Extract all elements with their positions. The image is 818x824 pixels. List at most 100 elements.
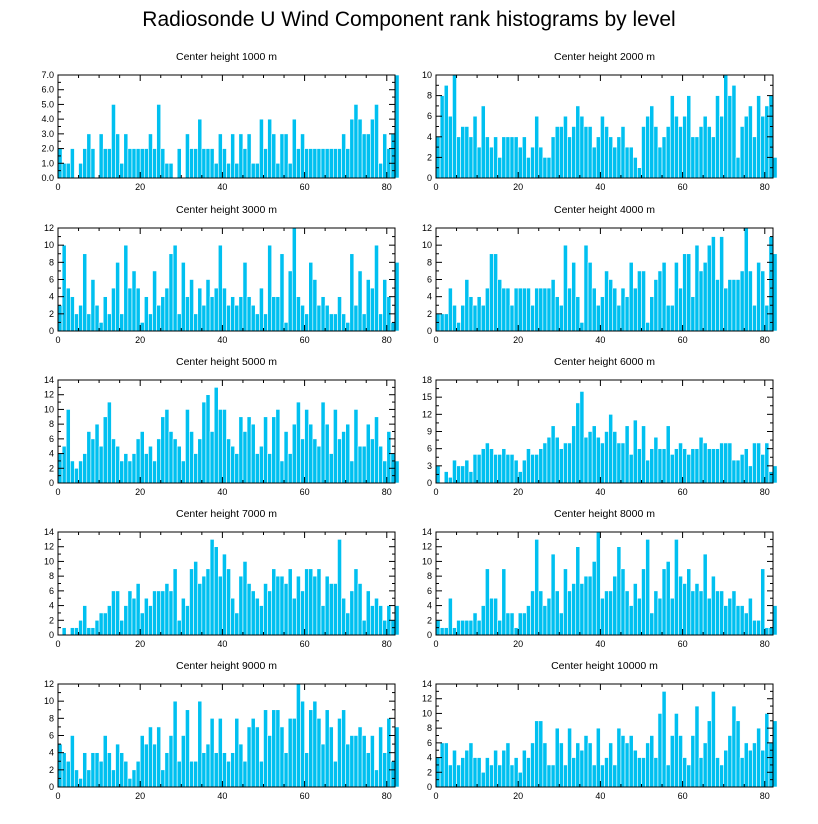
panel-4-bar <box>480 304 486 332</box>
panel-8-bar <box>628 605 634 636</box>
panel-4-bar <box>534 287 540 332</box>
panel-3-y-tick-label: 10 <box>44 240 54 250</box>
panel-4-bar <box>517 287 523 332</box>
panel-9-bar <box>394 726 400 788</box>
panel-7-bar <box>345 612 351 636</box>
panel-8-bar <box>608 590 614 636</box>
panel-10-bar <box>600 764 605 788</box>
panel-2-x-tick-label: 40 <box>595 182 605 192</box>
panel-3-bar <box>98 322 104 332</box>
panel-3-bar <box>300 304 305 332</box>
panel-3-bar <box>345 322 351 332</box>
panel-7-bar <box>152 590 157 636</box>
panel-8-y-tick-label: 14 <box>422 527 432 537</box>
panel-5-bar <box>267 453 273 484</box>
panel-10-bar <box>661 691 667 788</box>
panel-4-bar <box>669 304 675 332</box>
panel-3-bar <box>263 313 268 332</box>
panel-9-bar <box>201 752 207 788</box>
panel-5-x-tick-label: 20 <box>135 487 145 497</box>
panel-6-y-tick-label: 6 <box>427 444 432 454</box>
panel-2-bar <box>575 105 581 179</box>
panel-6-bar <box>743 448 749 484</box>
panel-1-bar <box>197 118 203 179</box>
panel-9-bar <box>213 752 219 788</box>
panel-9-bar <box>127 778 133 788</box>
panel-5-bar <box>345 423 351 484</box>
panel-7-bar <box>291 597 297 636</box>
panel-5-bar <box>123 453 129 484</box>
panel-10-x-tick-label: 40 <box>595 791 605 801</box>
panel-1-bar <box>213 162 219 179</box>
panel-9-bar <box>205 743 211 788</box>
panel-8-bar <box>739 605 745 636</box>
panel-10-bar <box>739 757 745 788</box>
panel-2-bar <box>493 136 498 179</box>
panel-2-bar <box>554 126 560 179</box>
panel-10-bar <box>571 757 577 788</box>
panel-1-bar <box>185 133 190 179</box>
panel-1-bar <box>156 104 162 179</box>
panel-2-bar <box>752 136 757 179</box>
panel-5-bar <box>271 416 277 484</box>
panel-1-bar <box>333 148 338 179</box>
panel-10-bar <box>587 742 593 788</box>
panel-4-bar <box>698 270 704 332</box>
panel-8-x-tick-label: 0 <box>433 639 438 649</box>
panel-6-bar <box>534 454 540 484</box>
panel-8-bar <box>480 605 486 636</box>
panel-7-y-tick-label: 14 <box>44 527 54 537</box>
panel-6-bar <box>628 454 634 484</box>
panel-9-bar <box>250 718 256 788</box>
panel-9-bar <box>370 735 375 788</box>
panel-2-bar <box>760 115 766 179</box>
panel-10-bar <box>460 757 466 788</box>
panel-8-bar <box>571 583 577 636</box>
panel-5-bar <box>98 445 104 484</box>
panel-8-bar <box>698 590 704 636</box>
panel-2-bar <box>727 95 733 179</box>
panel-4-bar <box>538 287 544 332</box>
panel-3-bar <box>259 287 264 332</box>
panel-8-bar <box>690 590 696 636</box>
panel-2-bar <box>743 115 749 179</box>
panel-9-y-tick-label: 6 <box>49 731 54 741</box>
panel-7-bar <box>316 568 322 636</box>
panel-4-bar <box>509 304 515 332</box>
panel-4-bar <box>443 313 449 332</box>
panel-4-bar <box>575 296 581 332</box>
panel-2-bar <box>669 95 675 179</box>
panel-4-bar <box>628 262 634 332</box>
panel-8-bar <box>632 583 638 636</box>
panel-1-bar <box>90 148 96 179</box>
panel-1-bar <box>324 148 330 179</box>
panel-9-bar <box>353 735 359 788</box>
panel-10-bar <box>538 720 544 788</box>
panel-7-bar <box>217 575 223 636</box>
panel-2-bar <box>489 146 494 179</box>
panel-9-bar <box>390 760 396 788</box>
panel-7-bar <box>271 568 277 636</box>
panel-9-bar <box>328 726 334 788</box>
panel-7-bar <box>349 590 355 636</box>
panel-7-bar <box>131 597 137 636</box>
panel-8-bar <box>526 605 531 636</box>
panel-4-x-tick-label: 60 <box>678 335 688 345</box>
panel-5-bar <box>139 431 145 484</box>
panel-4-bar <box>600 296 605 332</box>
panel-10-bar <box>690 735 696 788</box>
panel-1-bar <box>361 133 367 179</box>
panel-10-y-tick-label: 10 <box>422 708 432 718</box>
panel-5-bar <box>164 409 170 484</box>
panel-8-bar <box>719 590 724 636</box>
panel-5-bar <box>333 409 338 484</box>
panel-2-bar <box>674 115 679 179</box>
panel-8-bar <box>772 605 778 636</box>
panel-3-x-tick-label: 60 <box>300 335 310 345</box>
panel-4-bar <box>706 244 712 332</box>
panel-5-bar <box>156 438 162 484</box>
panel-2-bar <box>443 85 449 179</box>
panel-8-bar <box>579 583 585 636</box>
panel-7-bar <box>312 575 318 636</box>
panel-3-bar <box>250 304 256 332</box>
